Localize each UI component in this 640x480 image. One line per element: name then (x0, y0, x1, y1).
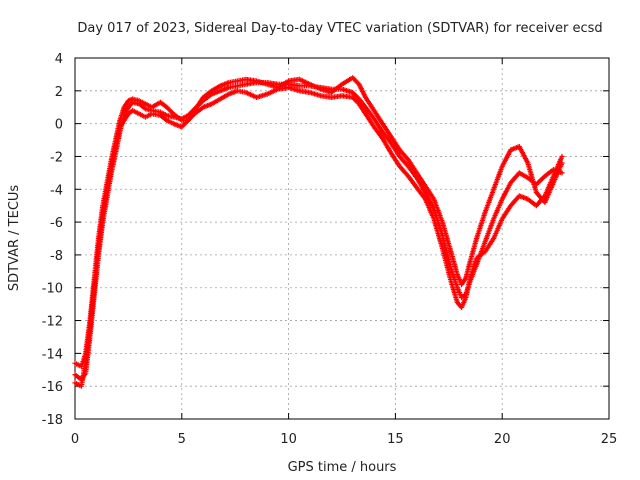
x-axis-label: GPS time / hours (288, 460, 397, 475)
x-tick-label: 0 (71, 432, 79, 447)
x-tick-label: 15 (387, 432, 404, 447)
y-tick-label: -2 (50, 150, 63, 165)
y-axis-label: SDTVAR / TECUs (7, 185, 22, 292)
y-tick-label: -12 (42, 315, 63, 330)
y-tick-label: -14 (42, 347, 63, 362)
y-tick-label: -10 (42, 282, 63, 297)
y-tick-label: -8 (50, 249, 63, 264)
plot-frame (74, 57, 610, 420)
x-tick-label: 20 (494, 432, 511, 447)
y-tick-label: -16 (42, 380, 63, 395)
x-tick-label: 5 (178, 432, 186, 447)
y-tick-label: 0 (55, 118, 63, 133)
y-tick-label: 4 (55, 52, 63, 67)
y-tick-label: 2 (55, 85, 63, 100)
y-tick-label: -18 (42, 413, 63, 428)
y-tick-label: -4 (50, 183, 63, 198)
x-tick-label: 10 (280, 432, 297, 447)
data-points (72, 75, 565, 389)
axis-ticks: 0 5 10 15 20 25 -18 -16 -14 -12 -10 -8 -6 -4 -2 0 2 4 (42, 52, 618, 447)
y-tick-label: -6 (50, 216, 63, 231)
x-tick-label: 25 (601, 432, 618, 447)
data-point (559, 153, 565, 160)
chart-title: Day 017 of 2023, Sidereal Day-to-day VTE… (77, 21, 602, 36)
